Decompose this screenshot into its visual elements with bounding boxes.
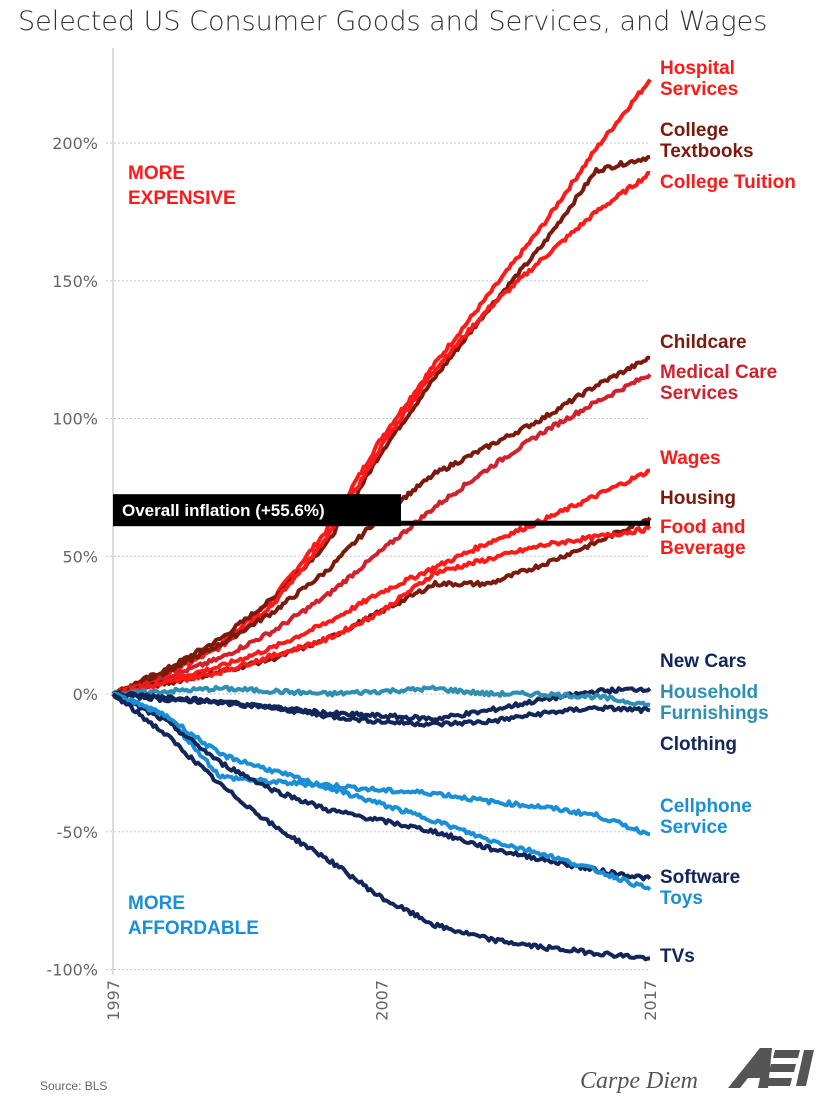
series-label: Wages [660, 448, 721, 469]
aei-logo [728, 1048, 814, 1088]
series-line-college-textbooks [112, 154, 651, 697]
series-label: Furnishings [660, 703, 769, 724]
series-line-toys [112, 692, 652, 892]
series-line-software [111, 692, 652, 882]
series-line-college-tuition [111, 170, 651, 696]
series-label: Services [660, 79, 738, 100]
x-tick-labels: 1997 2007 2017 [104, 980, 660, 1021]
series-line-medical-care-services [112, 373, 652, 697]
annotation-affordable: AFFORDABLE [128, 918, 259, 939]
series-label: Hospital [660, 58, 735, 79]
annotation-affordable: MORE [128, 893, 185, 914]
series-line-tvs [111, 692, 650, 962]
annotation-expensive: MORE [128, 163, 185, 184]
series-label: Childcare [660, 332, 747, 353]
x-tick-label: 1997 [104, 980, 123, 1021]
inflation-label-box [113, 494, 401, 527]
y-tick-label: 0% [73, 685, 98, 704]
y-tick-labels: 200% 150% 100% 50% 0% -50% -100% [46, 134, 98, 980]
series-label: Software [660, 867, 740, 888]
annotations: MORE EXPENSIVE MORE AFFORDABLE [128, 163, 259, 939]
series-label: College [660, 120, 729, 141]
series-label: Cellphone [660, 796, 752, 817]
series-label: Textbooks [660, 141, 754, 162]
series-line-hospital-services [112, 78, 652, 696]
x-tick-label: 2007 [373, 980, 392, 1021]
series-line-wages [112, 468, 651, 697]
y-tick-label: 150% [52, 272, 98, 291]
annotation-expensive: EXPENSIVE [128, 188, 236, 209]
chart-title: Selected US Consumer Goods and Services,… [18, 6, 767, 37]
series-label: Medical Care [660, 362, 777, 383]
series-lines [111, 78, 652, 962]
series-label: Clothing [660, 734, 737, 755]
series-label: Household [660, 682, 758, 703]
inflation-label: Overall inflation (+55.6%) [122, 501, 325, 520]
series-line-household-furnishings [111, 684, 651, 709]
brand-name: Carpe Diem [580, 1068, 698, 1094]
series-label: Services [660, 383, 738, 404]
y-tick-label: -100% [46, 961, 98, 980]
series-label: Toys [660, 888, 703, 909]
x-tick-label: 2017 [641, 980, 660, 1021]
series-line-clothing [112, 690, 651, 728]
y-tick-label: 50% [62, 547, 98, 566]
series-label: College Tuition [660, 172, 796, 193]
series-labels: HospitalServicesCollegeTextbooksCollege … [660, 58, 796, 967]
series-label: Food and [660, 517, 745, 538]
series-line-food-and-beverage [112, 525, 652, 697]
series-label: TVs [660, 946, 695, 967]
series-label: New Cars [660, 651, 747, 672]
series-label: Beverage [660, 538, 746, 559]
y-tick-label: 100% [52, 410, 98, 429]
series-label: Service [660, 817, 728, 838]
y-tick-label: -50% [57, 823, 98, 842]
series-label: Housing [660, 488, 736, 509]
y-tick-label: 200% [52, 134, 98, 153]
inflation-marker: Overall inflation (+55.6%) [113, 494, 650, 527]
source-note: Source: BLS [40, 1079, 107, 1093]
series-line-cellphone-service [112, 691, 651, 837]
